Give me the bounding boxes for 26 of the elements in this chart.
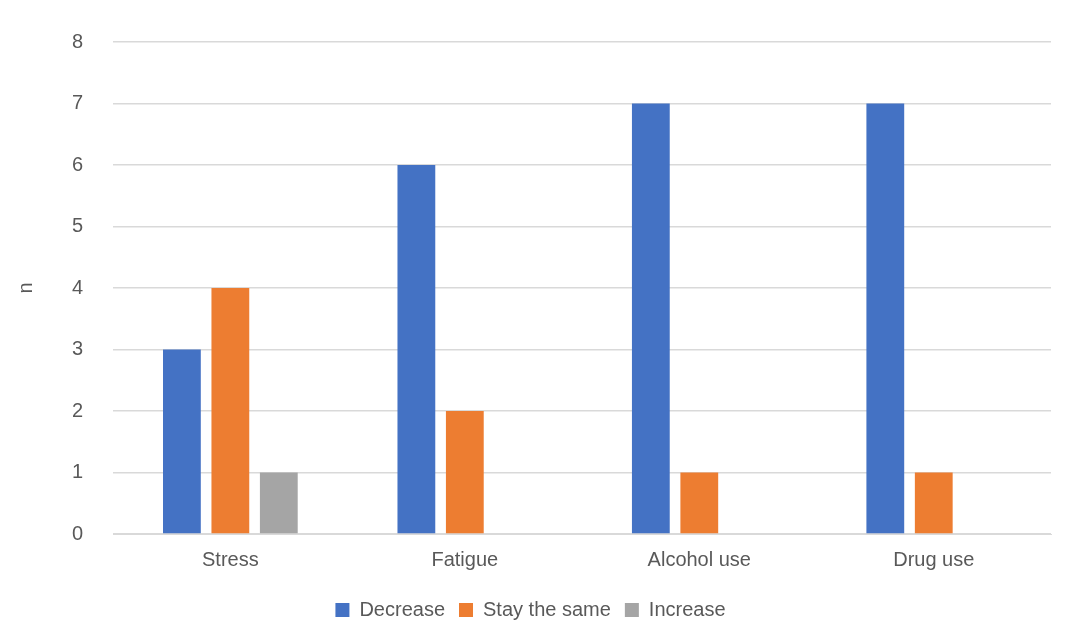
x-tick-label: Fatigue: [431, 547, 499, 570]
bar: [259, 472, 298, 534]
bar: [445, 411, 484, 534]
y-tick-label: 6: [72, 152, 84, 175]
legend-label: Increase: [648, 597, 726, 620]
bar: [914, 472, 953, 534]
x-tick-label: Alcohol use: [647, 547, 751, 570]
bar: [163, 349, 201, 534]
y-tick-label: 0: [72, 521, 84, 544]
y-tick-label: 8: [72, 29, 84, 52]
bar: [866, 103, 905, 534]
bar: [397, 165, 436, 534]
y-tick-label: 3: [72, 337, 84, 360]
y-tick-label: 4: [72, 275, 84, 298]
x-tick-label: Stress: [202, 547, 259, 570]
legend-label: Decrease: [359, 597, 446, 620]
y-tick-label: 7: [72, 91, 84, 114]
y-axis-title: n: [13, 282, 36, 294]
y-tick-label: 5: [72, 214, 84, 237]
bar: [211, 288, 250, 534]
bar: [680, 472, 719, 534]
y-tick-label: 2: [72, 398, 84, 421]
x-tick-label: Drug use: [893, 547, 975, 570]
legend-label: Stay the same: [483, 597, 611, 620]
y-tick-label: 1: [72, 460, 84, 483]
bar: [631, 103, 670, 534]
